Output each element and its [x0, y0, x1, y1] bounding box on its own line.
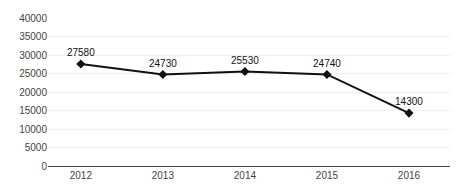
svg-text:30000: 30000 — [19, 50, 47, 61]
svg-text:14300: 14300 — [395, 96, 423, 107]
svg-text:2014: 2014 — [234, 170, 257, 181]
svg-text:25000: 25000 — [19, 68, 47, 79]
svg-text:5000: 5000 — [25, 142, 48, 153]
svg-text:2016: 2016 — [398, 170, 421, 181]
svg-text:40000: 40000 — [19, 13, 47, 24]
svg-text:0: 0 — [41, 161, 47, 172]
svg-text:24730: 24730 — [149, 58, 177, 69]
svg-text:24740: 24740 — [313, 58, 341, 69]
svg-text:27580: 27580 — [67, 47, 95, 58]
svg-text:2012: 2012 — [70, 170, 93, 181]
svg-text:20000: 20000 — [19, 87, 47, 98]
svg-text:10000: 10000 — [19, 124, 47, 135]
svg-text:35000: 35000 — [19, 31, 47, 42]
svg-text:2015: 2015 — [316, 170, 339, 181]
svg-text:2013: 2013 — [152, 170, 175, 181]
svg-text:15000: 15000 — [19, 105, 47, 116]
svg-text:25530: 25530 — [231, 55, 259, 66]
